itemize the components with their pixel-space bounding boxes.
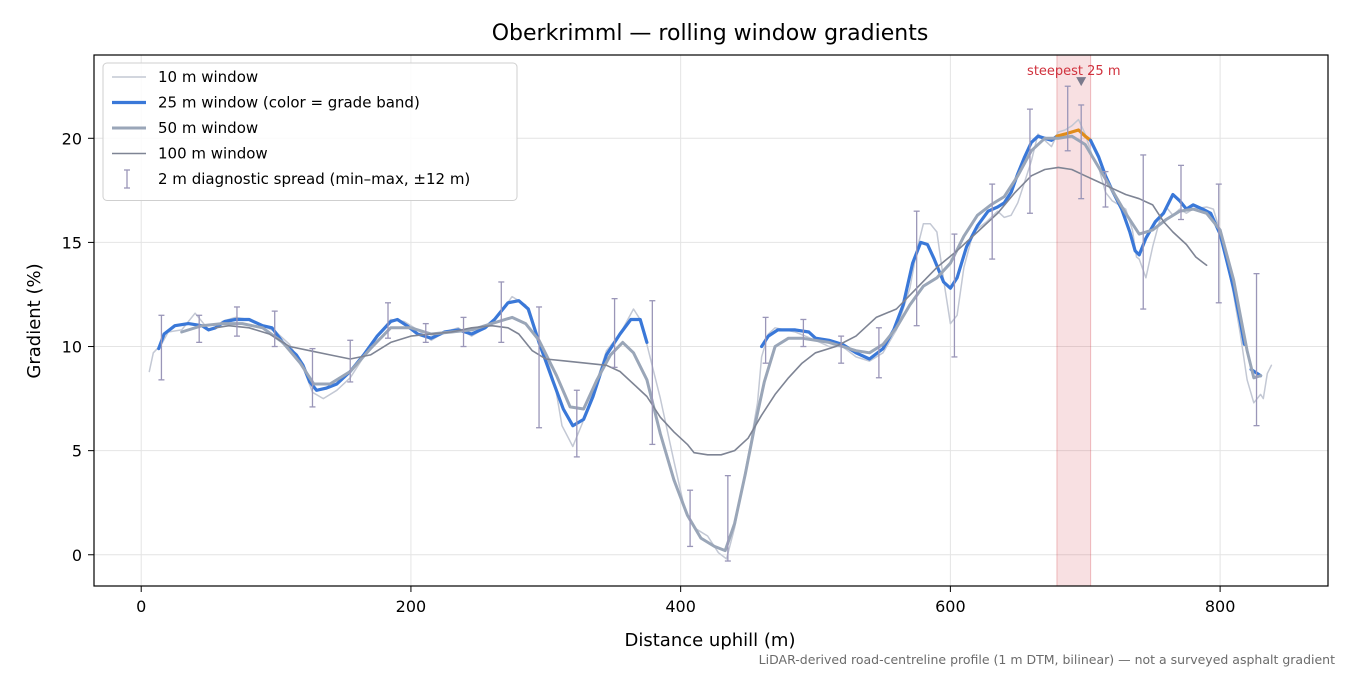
series-group (148, 85, 1273, 562)
errorbar (196, 314, 203, 344)
errorbar (800, 318, 807, 348)
legend-label: 10 m window (158, 68, 258, 86)
legend: 10 m window 25 m window (color = grade ba… (102, 62, 518, 201)
errorbar (573, 389, 580, 458)
series-line-6 (180, 134, 1263, 553)
errorbar (271, 310, 278, 348)
errorbar (989, 183, 996, 260)
errorbar (1064, 85, 1071, 152)
errorbar (233, 306, 240, 337)
series-line-0 (148, 118, 1273, 560)
y-tick-label: 20 (62, 129, 82, 148)
errorbar (649, 300, 656, 446)
errorbar (875, 327, 882, 379)
x-axis-label: Distance uphill (m) (625, 630, 796, 651)
x-tick-label: 400 (665, 597, 696, 616)
errorbar (498, 281, 505, 344)
errorbar (611, 297, 618, 369)
y-tick-label: 10 (62, 338, 82, 357)
errorbar (460, 316, 467, 348)
legend-box (102, 62, 518, 201)
errorbar (724, 474, 731, 562)
chart-title: Oberkrimml — rolling window gradients (492, 21, 929, 46)
legend-label: 50 m window (158, 119, 258, 137)
errorbar (536, 306, 543, 429)
series-line-1 (157, 299, 649, 428)
errorbar (913, 210, 920, 327)
legend-errorbar-swatch (124, 169, 130, 189)
errorbar (309, 347, 316, 408)
errorbar (1253, 272, 1260, 427)
errorbar (1140, 154, 1147, 310)
x-tick-label: 800 (1205, 597, 1236, 616)
errorbar (1026, 108, 1033, 214)
footnote: LiDAR-derived road-centreline profile (1… (759, 652, 1335, 667)
x-tick-label: 200 (396, 597, 427, 616)
errorbar (1215, 183, 1222, 304)
legend-label: 100 m window (158, 145, 268, 163)
errorbar (1102, 170, 1109, 208)
errorbar (1078, 104, 1085, 200)
x-tick-label: 600 (935, 597, 966, 616)
errorbar (762, 316, 769, 364)
errorbar (422, 322, 429, 344)
errorbar (687, 489, 694, 548)
plot-frame (93, 54, 1329, 587)
steepest-label: steepest 25 m (1027, 64, 1120, 79)
errorbar (951, 233, 958, 358)
errorbar (347, 339, 354, 383)
legend-label: 25 m window (color = grade band) (158, 94, 420, 112)
series-line-3 (1055, 128, 1093, 142)
errorbar (1177, 164, 1184, 221)
errorbar (838, 335, 845, 364)
steepest-marker (1076, 77, 1087, 87)
x-tick-label: 0 (136, 597, 146, 616)
plot-area: steepest 25 m 0 200 400 600 800 0 5 10 15 20 10 m w… (62, 54, 1329, 616)
y-axis-label: Gradient (%) (24, 263, 45, 378)
y-tick-label: 5 (72, 442, 82, 461)
y-tick-label: 0 (72, 546, 82, 565)
y-tick-label: 15 (62, 233, 82, 252)
errorbar (385, 302, 392, 339)
legend-label: 2 m diagnostic spread (min–max, ±12 m) (158, 170, 470, 188)
errorbar (158, 314, 165, 381)
series-line-7 (214, 166, 1208, 456)
series-line-2 (760, 134, 1059, 361)
